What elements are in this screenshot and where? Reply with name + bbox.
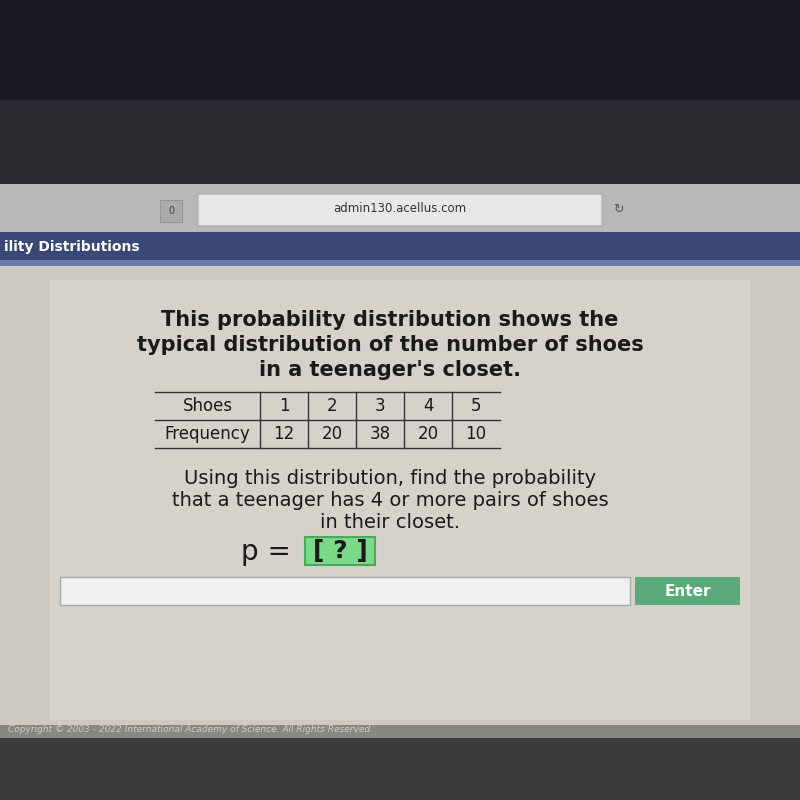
Bar [305, 537, 375, 565]
Bar [635, 577, 740, 605]
Bar [60, 577, 630, 605]
Text: 38: 38 [370, 425, 390, 443]
Text: typical distribution of the number of shoes: typical distribution of the number of sh… [137, 335, 643, 355]
Bar [0, 0, 800, 200]
Text: 10: 10 [466, 425, 486, 443]
Text: This probability distribution shows the: This probability distribution shows the [162, 310, 618, 330]
Text: that a teenager has 4 or more pairs of shoes: that a teenager has 4 or more pairs of s… [172, 490, 608, 510]
Text: admin130.acellus.com: admin130.acellus.com [334, 202, 466, 215]
Text: Enter: Enter [664, 583, 710, 598]
Bar [0, 184, 800, 232]
Text: [ ? ]: [ ? ] [313, 539, 367, 563]
Text: Using this distribution, find the probability: Using this distribution, find the probab… [184, 469, 596, 487]
Bar [0, 725, 800, 740]
Text: Frequency: Frequency [165, 425, 250, 443]
Text: Copyright © 2003 - 2022 International Academy of Science. All Rights Reserved.: Copyright © 2003 - 2022 International Ac… [8, 726, 373, 734]
Bar [0, 0, 800, 100]
Text: in their closet.: in their closet. [320, 513, 460, 531]
Text: 3: 3 [374, 397, 386, 415]
FancyBboxPatch shape [198, 194, 602, 226]
Bar [160, 200, 182, 222]
Text: p =: p = [242, 538, 300, 566]
Text: 1: 1 [278, 397, 290, 415]
Text: 2: 2 [326, 397, 338, 415]
Bar [0, 266, 800, 740]
Text: 0: 0 [168, 206, 174, 216]
Text: 20: 20 [322, 425, 342, 443]
Bar [0, 738, 800, 800]
Text: Shoes: Shoes [182, 397, 233, 415]
Text: 4: 4 [422, 397, 434, 415]
Text: in a teenager's closet.: in a teenager's closet. [259, 360, 521, 380]
Bar [50, 280, 750, 720]
Bar [0, 260, 800, 266]
Text: ↻: ↻ [613, 202, 623, 215]
Text: 12: 12 [274, 425, 294, 443]
Text: 20: 20 [418, 425, 438, 443]
Text: ility Distributions: ility Distributions [4, 240, 140, 254]
Bar [0, 232, 800, 262]
Text: 5: 5 [470, 397, 482, 415]
